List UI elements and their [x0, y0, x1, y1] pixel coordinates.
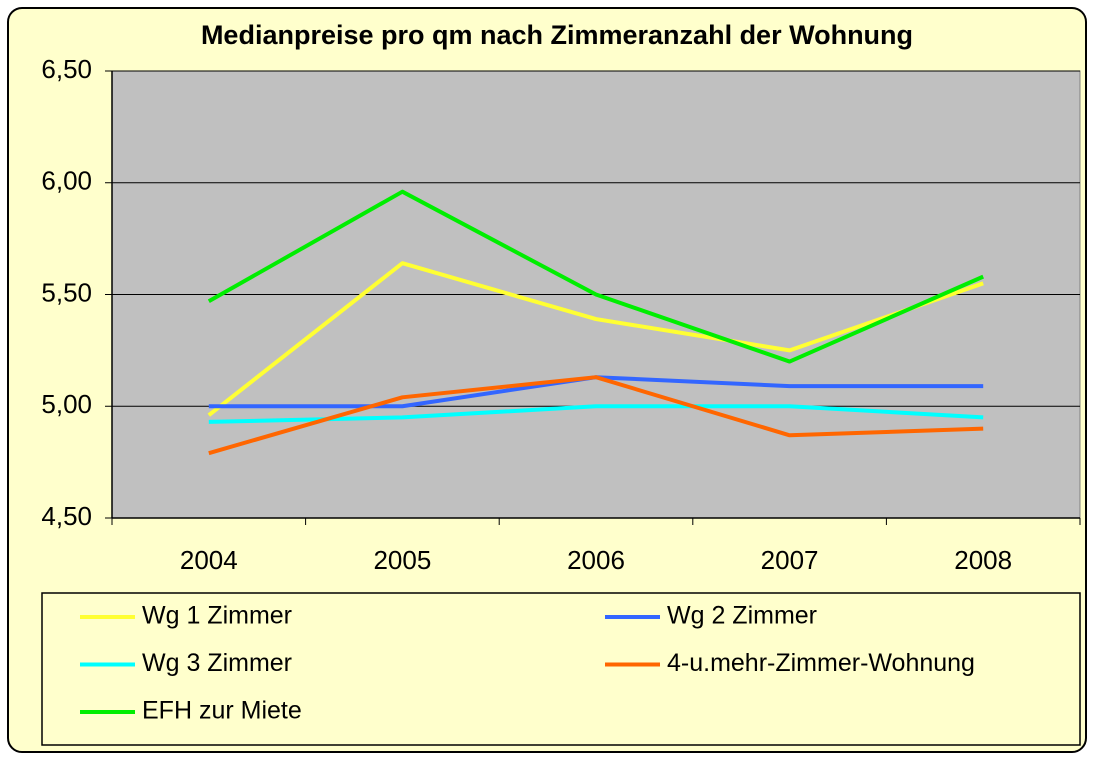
x-tick-label: 2004: [180, 545, 238, 575]
legend: [41, 592, 1081, 746]
y-tick-label: 5,00: [41, 389, 92, 419]
chart-title: Medianpreise pro qm nach Zimmeranzahl de…: [201, 20, 913, 50]
legend-label: 4-u.mehr-Zimmer-Wohnung: [667, 649, 975, 677]
legend-label: EFH zur Miete: [142, 697, 302, 725]
legend-label: Wg 3 Zimmer: [142, 649, 292, 677]
series-line: [208, 375, 984, 456]
y-tick-label: 6,00: [41, 166, 92, 196]
y-tick-label: 4,50: [41, 501, 92, 531]
y-tick-label: 5,50: [41, 277, 92, 307]
legend-label: Wg 2 Zimmer: [667, 602, 817, 630]
series-line: [207, 189, 985, 364]
series-line: [208, 404, 984, 424]
x-tick-label: 2008: [954, 545, 1012, 575]
series-line: [207, 261, 984, 417]
legend-label: Wg 1 Zimmer: [142, 602, 292, 630]
x-tick-label: 2006: [567, 545, 625, 575]
x-tick-label: 2007: [761, 545, 819, 575]
y-tick-label: 6,50: [41, 54, 92, 84]
x-tick-label: 2005: [373, 545, 431, 575]
